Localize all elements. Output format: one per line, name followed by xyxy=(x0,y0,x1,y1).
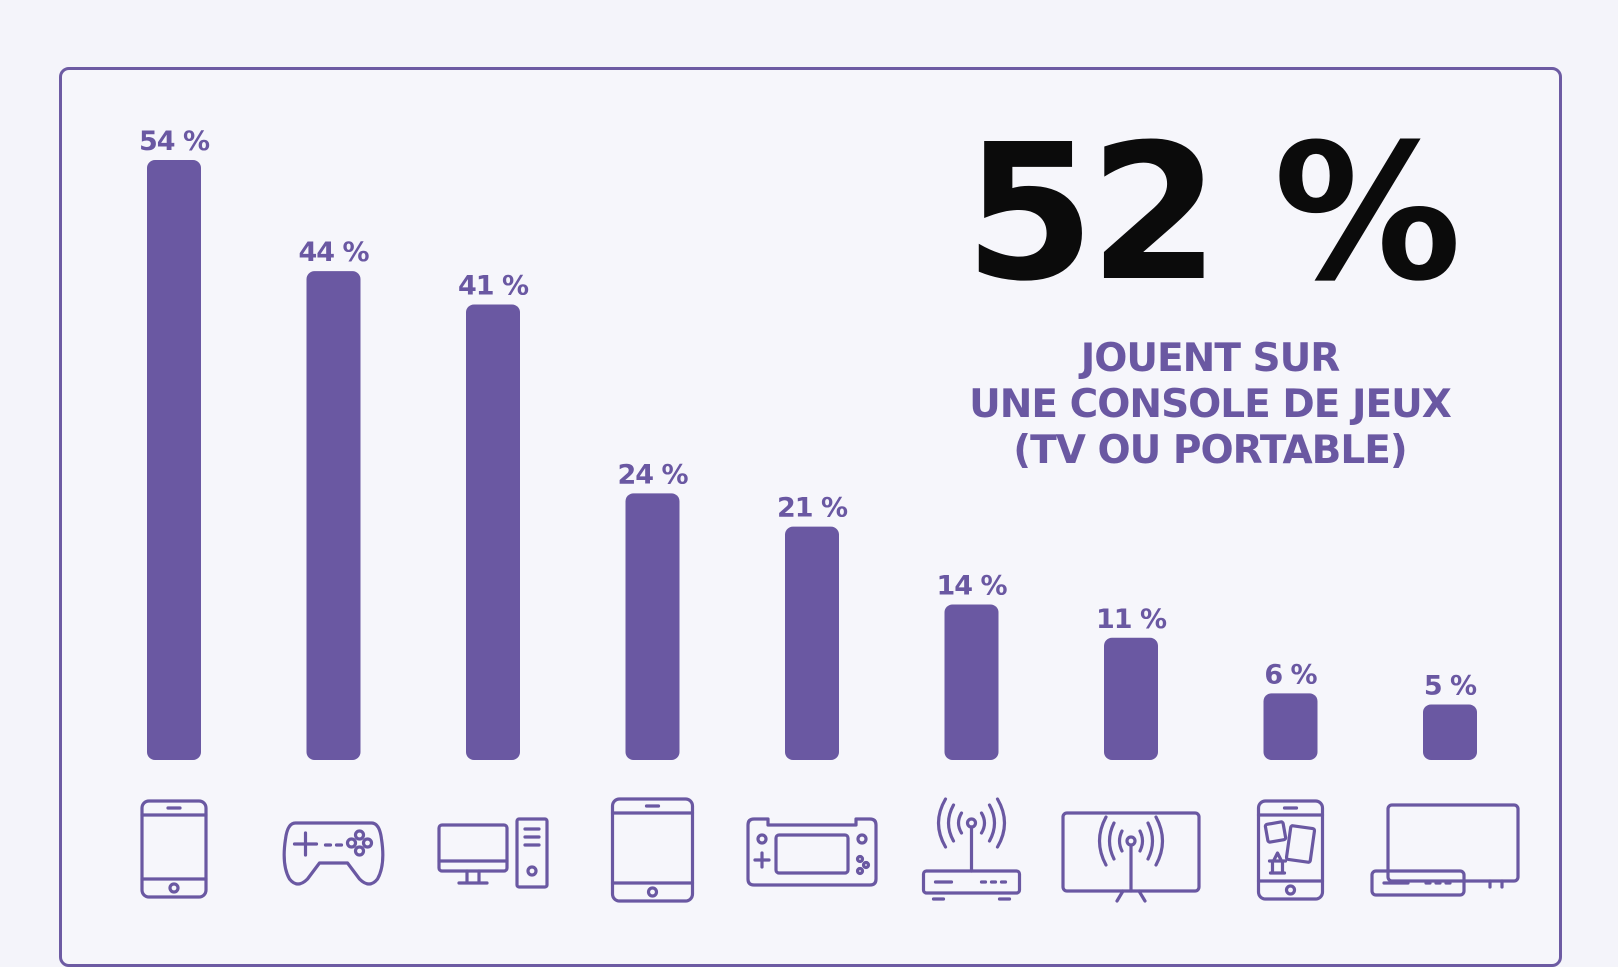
bar-7 xyxy=(1104,637,1158,760)
headline-line-1: JOUENT SUR xyxy=(1080,336,1341,381)
bar-1 xyxy=(147,160,201,760)
phone-board-games-icon xyxy=(1256,799,1325,901)
headline-caption: JOUENT SUR UNE CONSOLE DE JEUX (TV OU PO… xyxy=(930,336,1490,474)
bar-value-label-7: 11 % xyxy=(1096,604,1167,635)
bar-3 xyxy=(466,304,520,760)
bar-value-label-1: 54 % xyxy=(139,126,210,157)
bar-chart: 54 % 44 % 41 % 24 % 21 % 14 % 11 % 6 % 5 % xyxy=(139,126,1520,903)
headline-block: 52 % JOUENT SUR UNE CONSOLE DE JEUX (TV … xyxy=(930,120,1490,474)
bar-4 xyxy=(625,493,680,760)
connected-tv-icon xyxy=(1061,811,1201,903)
desktop-computer-icon xyxy=(437,817,549,889)
bar-value-label-6: 14 % xyxy=(936,570,1007,601)
bar-9 xyxy=(1423,704,1477,760)
headline-line-2: UNE CONSOLE DE JEUX xyxy=(969,382,1452,427)
bar-value-label-3: 41 % xyxy=(458,270,529,301)
tv-set-top-box-icon xyxy=(1370,803,1520,897)
gamepad-icon xyxy=(282,821,385,886)
headline-stat: 52 % xyxy=(964,104,1461,323)
bar-value-label-8: 6 % xyxy=(1264,659,1317,690)
bar-2 xyxy=(306,271,361,760)
router-box-icon xyxy=(921,797,1022,901)
bar-value-label-5: 21 % xyxy=(777,493,848,524)
infographic: 54 % 44 % 41 % 24 % 21 % 14 % 11 % 6 % 5 % 52 % … xyxy=(59,67,1562,967)
bar-value-label-4: 24 % xyxy=(617,459,688,490)
tablet-icon xyxy=(610,797,695,903)
headline-line-3: (TV OU PORTABLE) xyxy=(1013,428,1407,473)
bar-8 xyxy=(1263,693,1318,760)
bar-value-label-9: 5 % xyxy=(1424,670,1477,701)
smartphone-icon xyxy=(140,799,208,899)
bar-value-label-2: 44 % xyxy=(298,237,369,268)
handheld-console-icon xyxy=(746,817,878,887)
bar-5 xyxy=(785,526,839,760)
bar-6 xyxy=(944,604,999,760)
